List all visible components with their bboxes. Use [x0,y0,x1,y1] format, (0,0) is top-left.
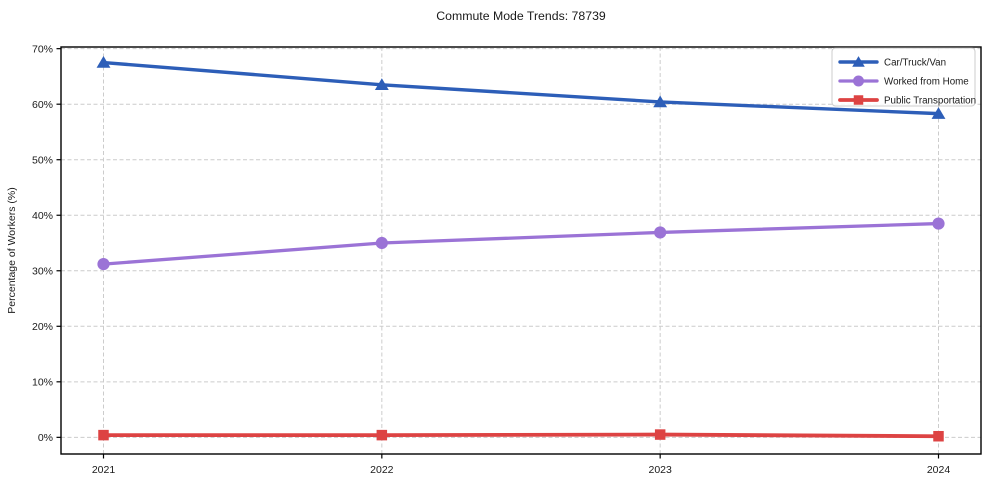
x-tick-label: 2024 [927,464,951,476]
triangle-marker [653,95,668,108]
legend-entry: Car/Truck/Van [838,56,946,68]
series-line [101,60,941,116]
plot-border [60,46,982,455]
x-axis: 2021 2022 2023 2024 [92,454,951,476]
x-tick-label: 2021 [92,464,116,476]
square-marker [933,430,944,442]
square-marker [376,429,388,441]
chart-title: Commute Mode Trends: 78739 [436,9,606,23]
circle-marker [97,258,110,271]
series-worked-from-home [97,217,945,271]
y-tick-label: 30% [32,265,53,277]
legend-label: Public Transportation [884,95,976,106]
y-tick-label: 20% [32,321,53,333]
y-axis-label: Percentage of Workers (%) [6,187,18,313]
series-car-truck-van [96,56,946,119]
y-axis: 0% 10% 20% 30% 40% 50% 60% 70% [32,43,61,444]
x-tick-label: 2022 [370,464,394,476]
triangle-marker [852,56,865,67]
legend-entry: Worked from Home [838,75,969,87]
triangle-marker [96,56,111,68]
triangle-marker [374,78,389,91]
y-tick-label: 70% [32,43,53,55]
legend: Car/Truck/Van Worked from Home Public Tran… [831,47,976,107]
triangle-marker [931,107,946,119]
gridlines [61,47,981,454]
circle-marker [654,226,667,239]
x-tick-label: 2023 [648,464,672,476]
circle-marker [852,75,865,87]
series-public-transportation [98,429,944,442]
circle-marker [932,217,945,230]
y-tick-label: 50% [32,154,53,166]
y-tick-label: 40% [32,210,53,222]
square-marker [654,429,666,440]
circle-marker [375,236,388,250]
legend-label: Car/Truck/Van [884,57,946,68]
legend-label: Worked from Home [884,76,969,87]
square-marker [98,429,109,441]
legend-entry: Public Transportation [838,95,976,106]
y-tick-label: 60% [32,99,53,111]
square-marker [853,95,864,105]
y-tick-label: 10% [32,376,53,388]
series-line [101,221,941,266]
y-tick-label: 0% [38,432,53,444]
series-line [101,432,941,439]
